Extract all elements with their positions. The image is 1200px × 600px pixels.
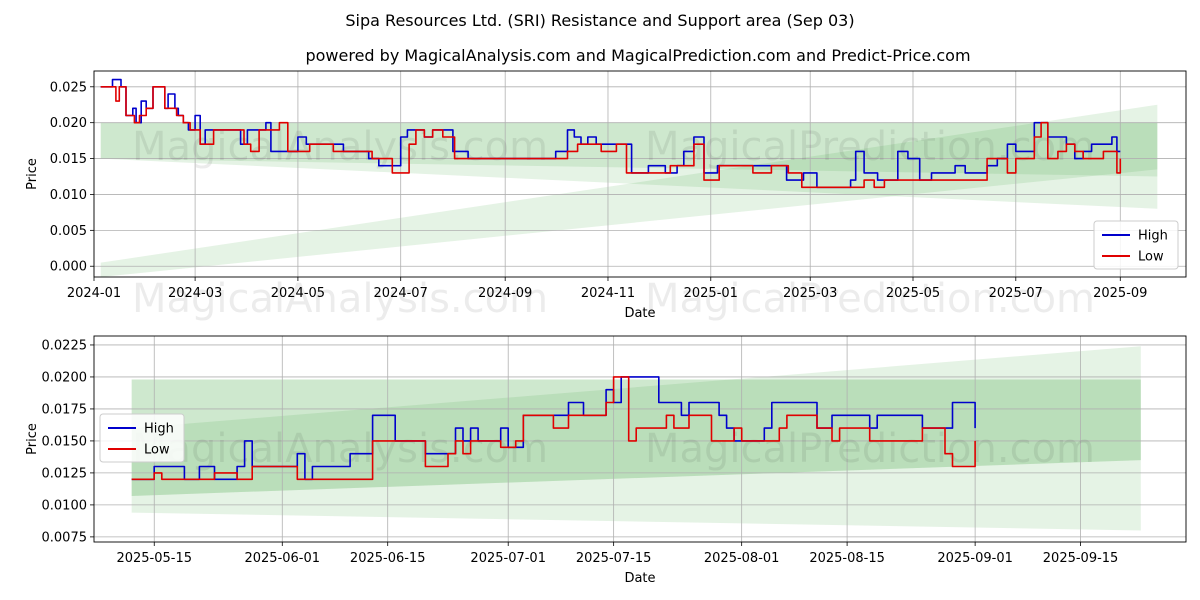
y-tick-label: 0.020: [50, 116, 87, 131]
x-tick-label: 2025-05-15: [116, 551, 192, 566]
y-tick-label: 0.015: [50, 152, 87, 167]
x-tick-label: 2025-07-01: [470, 551, 546, 566]
series-line-low: [100, 86, 1122, 189]
x-tick-label: 2025-07: [989, 286, 1043, 301]
watermark: MagicalAnalysis.com: [132, 426, 548, 472]
legend: High Low: [1093, 220, 1179, 270]
y-tick-label: 0.010: [50, 188, 87, 203]
legend-label-low: Low: [1138, 250, 1164, 265]
y-tick-label: 0.0200: [42, 370, 88, 385]
bottom-price-panel: 2025-05-15 2025-06-01 2025-06-15 2025-07-01…: [25, 335, 1187, 586]
x-axis-label: Date: [624, 306, 655, 321]
x-tick-label: 2025-07-15: [576, 551, 652, 566]
x-tick-label: 2025-09-01: [937, 551, 1013, 566]
top-price-panel: 2024-01 2024-03 2024-05 2024-07 2024-09 2024-…: [25, 70, 1187, 322]
x-tick-label: 2025-06-15: [350, 551, 426, 566]
watermark: MagicalAnalysis.com: [132, 276, 548, 322]
y-tick-label: 0.000: [50, 260, 87, 275]
legend-label-low: Low: [144, 443, 170, 458]
x-tick-label: 2025-09-15: [1043, 551, 1119, 566]
support-resistance-band-3: [131, 346, 1141, 496]
chart-subtitle: powered by MagicalAnalysis.com and Magic…: [305, 46, 970, 65]
support-resistance-band-2: [100, 122, 1158, 209]
y-tick-label: 0.005: [50, 224, 87, 239]
x-tick-label: 2024-01: [67, 286, 121, 301]
y-tick-label: 0.0175: [42, 402, 88, 417]
legend: High Low: [99, 413, 185, 463]
plot-frame: [93, 70, 1187, 278]
x-tick-label: 2024-05: [271, 286, 325, 301]
legend-label-high: High: [1138, 229, 1168, 244]
x-tick-label: 2024-09: [478, 286, 532, 301]
watermark: MagicalPrediction.com: [645, 124, 1095, 170]
x-tick-label: 2024-11: [581, 286, 635, 301]
plot-frame: [93, 335, 1187, 543]
y-axis-label: Price: [25, 423, 40, 455]
series-line-low: [131, 376, 976, 481]
watermark: MagicalPrediction.com: [645, 276, 1095, 322]
x-tick-label: 2025-08-01: [704, 551, 780, 566]
x-tick-label: 2025-01: [684, 286, 738, 301]
y-tick-label: 0.0100: [42, 498, 88, 513]
legend-label-high: High: [144, 422, 174, 437]
y-tick-label: 0.0225: [42, 338, 88, 353]
watermark: MagicalAnalysis.com: [132, 124, 548, 170]
chart-title: Sipa Resources Ltd. (SRI) Resistance and…: [345, 11, 854, 30]
x-tick-label: 2025-08-15: [809, 551, 885, 566]
support-resistance-band-3: [100, 104, 1158, 277]
x-tick-label: 2024-07: [374, 286, 428, 301]
y-axis-label: Price: [25, 158, 40, 190]
y-tick-label: 0.0125: [42, 466, 88, 481]
x-tick-label: 2025-05: [886, 286, 940, 301]
y-tick-label: 0.0150: [42, 434, 88, 449]
support-resistance-band-1: [100, 122, 1158, 177]
y-tick-label: 0.025: [50, 80, 87, 95]
x-tick-label: 2025-06-01: [244, 551, 320, 566]
x-axis-label: Date: [624, 571, 655, 586]
x-tick-label: 2024-03: [168, 286, 222, 301]
x-tick-label: 2025-03: [783, 286, 837, 301]
support-resistance-band-2: [131, 379, 1141, 531]
y-tick-label: 0.0075: [42, 530, 88, 545]
x-tick-label: 2025-09: [1093, 286, 1147, 301]
